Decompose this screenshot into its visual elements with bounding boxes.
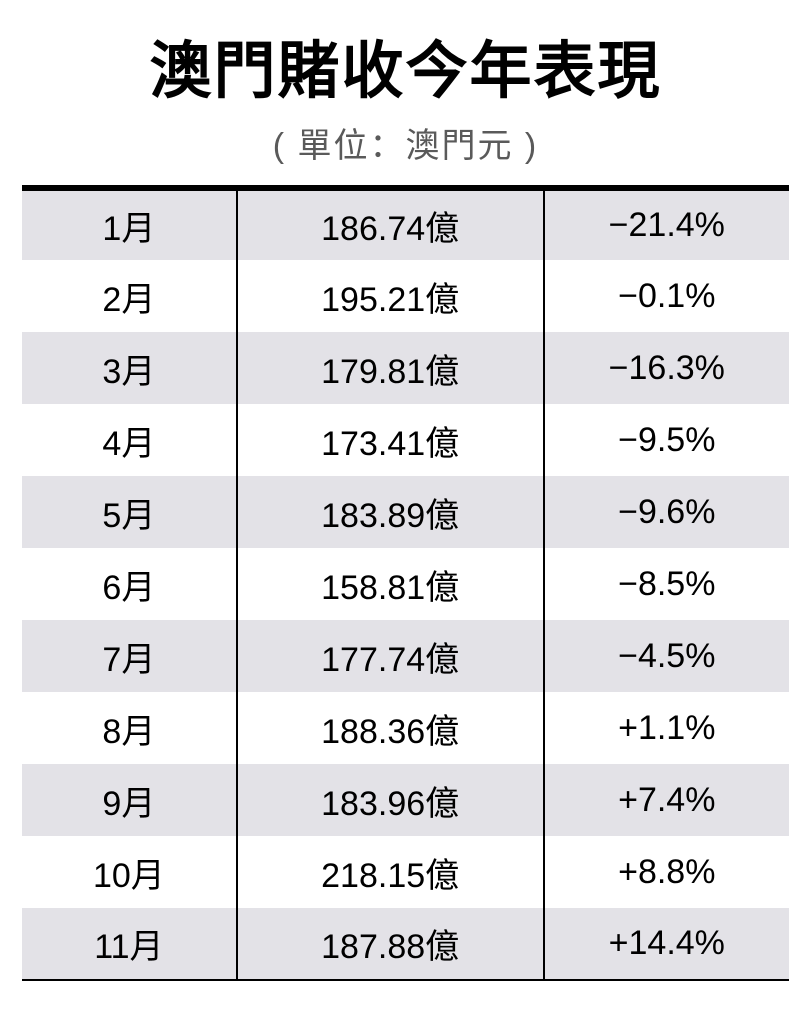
table-cell: 4月 xyxy=(22,404,237,476)
table-body: 1月186.74億−21.4%2月195.21億−0.1%3月179.81億−1… xyxy=(22,188,789,980)
table-cell: 5月 xyxy=(22,476,237,548)
table-cell: −4.5% xyxy=(544,620,789,692)
table-cell: −8.5% xyxy=(544,548,789,620)
table-cell: 177.74億 xyxy=(237,620,544,692)
table-row: 4月173.41億−9.5% xyxy=(22,404,789,476)
table-cell: 11月 xyxy=(22,908,237,980)
table-row: 2月195.21億−0.1% xyxy=(22,260,789,332)
table-cell: +7.4% xyxy=(544,764,789,836)
table-row: 10月218.15億+8.8% xyxy=(22,836,789,908)
table-cell: −0.1% xyxy=(544,260,789,332)
table-cell: 179.81億 xyxy=(237,332,544,404)
table-cell: 7月 xyxy=(22,620,237,692)
table-cell: 186.74億 xyxy=(237,188,544,260)
table-title: 澳門賭收今年表現 xyxy=(22,20,789,110)
table-cell: 183.89億 xyxy=(237,476,544,548)
data-table: 1月186.74億−21.4%2月195.21億−0.1%3月179.81億−1… xyxy=(22,185,789,981)
table-row: 7月177.74億−4.5% xyxy=(22,620,789,692)
table-cell: 188.36億 xyxy=(237,692,544,764)
table-cell: 218.15億 xyxy=(237,836,544,908)
table-cell: 3月 xyxy=(22,332,237,404)
table-cell: 158.81億 xyxy=(237,548,544,620)
table-cell: −21.4% xyxy=(544,188,789,260)
table-cell: 1月 xyxy=(22,188,237,260)
table-cell: 8月 xyxy=(22,692,237,764)
table-container: 澳門賭收今年表現 ( 單位：澳門元 ) 1月186.74億−21.4%2月195… xyxy=(0,0,811,1011)
table-cell: +1.1% xyxy=(544,692,789,764)
table-row: 11月187.88億+14.4% xyxy=(22,908,789,980)
table-cell: +8.8% xyxy=(544,836,789,908)
table-cell: 10月 xyxy=(22,836,237,908)
table-cell: 195.21億 xyxy=(237,260,544,332)
table-row: 6月158.81億−8.5% xyxy=(22,548,789,620)
table-row: 8月188.36億+1.1% xyxy=(22,692,789,764)
table-cell: −16.3% xyxy=(544,332,789,404)
table-row: 3月179.81億−16.3% xyxy=(22,332,789,404)
table-cell: 6月 xyxy=(22,548,237,620)
table-cell: 187.88億 xyxy=(237,908,544,980)
table-cell: +14.4% xyxy=(544,908,789,980)
table-row: 9月183.96億+7.4% xyxy=(22,764,789,836)
table-cell: 9月 xyxy=(22,764,237,836)
table-cell: −9.5% xyxy=(544,404,789,476)
table-cell: 173.41億 xyxy=(237,404,544,476)
table-cell: 2月 xyxy=(22,260,237,332)
table-subtitle: ( 單位：澳門元 ) xyxy=(22,118,789,167)
table-cell: 183.96億 xyxy=(237,764,544,836)
table-row: 1月186.74億−21.4% xyxy=(22,188,789,260)
table-row: 5月183.89億−9.6% xyxy=(22,476,789,548)
table-cell: −9.6% xyxy=(544,476,789,548)
